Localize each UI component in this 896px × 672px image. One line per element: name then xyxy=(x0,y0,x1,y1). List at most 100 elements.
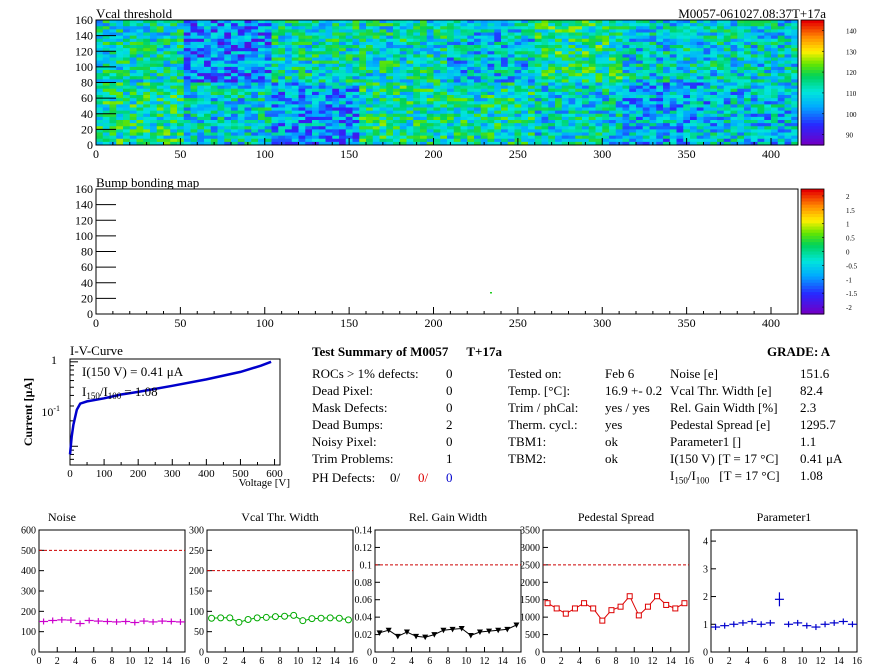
palette-tick-label: 140 xyxy=(846,27,857,35)
map-xtick-label: 50 xyxy=(174,316,186,330)
summary-row-value: 1295.7 xyxy=(800,417,836,432)
roc-point xyxy=(672,605,679,612)
summary-title: Test Summary of M0057 T+17a xyxy=(312,344,502,359)
roc-point xyxy=(422,634,429,641)
roc-xtick-label: 6 xyxy=(259,656,264,667)
defect-row-value: 0 xyxy=(446,434,453,449)
palette-tick-label: -0.5 xyxy=(846,262,858,270)
roc-point xyxy=(476,629,483,635)
roc-ytick-label: 250 xyxy=(189,546,204,557)
roc-point xyxy=(681,600,688,607)
map-ytick-label: 20 xyxy=(81,122,93,136)
map-xtick-label: 350 xyxy=(678,147,696,161)
map-xtick-label: 300 xyxy=(593,147,611,161)
map-ytick-label: 0 xyxy=(87,307,93,321)
iv-xtick-label: 600 xyxy=(266,468,283,480)
roc-series-line xyxy=(211,614,349,623)
roc-point xyxy=(317,614,325,622)
map-ytick-label: 120 xyxy=(75,213,93,227)
roc-point xyxy=(208,614,216,622)
iv-xtick-label: 300 xyxy=(164,468,181,480)
map-xtick-label: 400 xyxy=(762,316,780,330)
ph-defect-value: 0 xyxy=(446,470,453,485)
map-xtick-label: 150 xyxy=(340,147,358,161)
iv-xlabel: Voltage [V] xyxy=(239,477,290,489)
roc-xtick-label: 16 xyxy=(180,656,190,667)
roc-xtick-label: 8 xyxy=(278,656,283,667)
roc-point xyxy=(458,625,465,632)
roc-xtick-label: 14 xyxy=(666,656,676,667)
palette-tick-label: 120 xyxy=(846,69,857,77)
defect-row-label: Dead Bumps: xyxy=(312,417,384,432)
roc-xtick-label: 16 xyxy=(684,656,694,667)
map-xtick-label: 200 xyxy=(425,147,443,161)
map-ytick-label: 80 xyxy=(81,76,93,90)
map-xtick-label: 0 xyxy=(93,147,99,161)
palette-tick-label: 130 xyxy=(846,48,857,56)
map-xtick-label: 0 xyxy=(93,316,99,330)
roc-xtick-label: 10 xyxy=(293,656,303,667)
defect-row-value: 0 xyxy=(446,366,453,381)
roc-xtick-label: 12 xyxy=(312,656,322,667)
summary-row-value: 1.1 xyxy=(800,434,817,449)
roc-xtick-label: 8 xyxy=(614,656,619,667)
roc-xtick-label: 2 xyxy=(727,656,732,667)
iv-ytick-1: 1 xyxy=(51,353,57,367)
roc-plot-title: Noise xyxy=(48,510,76,524)
roc-point xyxy=(617,603,624,610)
roc-xtick-label: 0 xyxy=(373,656,378,667)
map-xtick-label: 150 xyxy=(340,316,358,330)
palette-tick-label: 1.5 xyxy=(846,207,855,215)
roc-ytick-label: 300 xyxy=(21,587,36,598)
roc-ytick-label: 0.14 xyxy=(355,526,373,537)
map-ytick-label: 140 xyxy=(75,198,93,212)
map-ytick-label: 20 xyxy=(81,291,93,305)
summary-row-label: I(150 V) [T = 17 °C] xyxy=(670,451,779,466)
defect-row-label: Mask Defects: xyxy=(312,400,388,415)
roc-point xyxy=(290,611,298,619)
roc-xtick-label: 10 xyxy=(125,656,135,667)
roc-ytick-label: 2500 xyxy=(520,560,540,571)
roc-xtick-label: 0 xyxy=(37,656,42,667)
roc-ytick-label: 3 xyxy=(703,564,708,575)
condition-row-label: Therm. cycl.: xyxy=(508,417,578,432)
roc-xtick-label: 10 xyxy=(461,656,471,667)
vcal-map-cells xyxy=(96,20,799,146)
iv-axes: 0 100 200 300 400 500 600 xyxy=(67,361,283,480)
map-ytick-label: 120 xyxy=(75,44,93,58)
roc-point xyxy=(394,633,401,640)
roc-point xyxy=(431,632,438,638)
roc-plot-3: Pedestal Spread 0 500 1000 1500 2000 2500 3000 3… xyxy=(520,510,694,667)
roc-point xyxy=(626,593,633,600)
roc-series-line xyxy=(547,595,685,622)
bump-color-palette: 2 1.5 1 0.5 0 -0.5 -1 -1.5 -2 xyxy=(800,188,858,315)
condition-row-value: ok xyxy=(605,451,618,466)
roc-point xyxy=(495,627,502,634)
defect-row-label: Dead Pixel: xyxy=(312,383,374,398)
roc-point xyxy=(281,612,289,620)
roc-xtick-label: 8 xyxy=(782,656,787,667)
map-xtick-label: 250 xyxy=(509,147,527,161)
roc-xtick-label: 10 xyxy=(629,656,639,667)
roc-plot-title: Rel. Gain Width xyxy=(409,510,487,524)
roc-xtick-label: 2 xyxy=(391,656,396,667)
vcal-map-title: Vcal threshold xyxy=(96,6,173,21)
palette-tick-label: -2 xyxy=(846,304,852,312)
roc-plot-title: Vcal Thr. Width xyxy=(241,510,318,524)
map-xtick-label: 250 xyxy=(509,316,527,330)
roc-xtick-label: 6 xyxy=(91,656,96,667)
roc-point xyxy=(608,607,615,614)
iv-series-line xyxy=(68,360,272,455)
defect-row-label: ROCs > 1% defects: xyxy=(312,366,419,381)
roc-point xyxy=(385,627,392,634)
roc-plot-1: Vcal Thr. Width 0 50 100 150 200 250 300 0 2 4 6 8 10… xyxy=(189,510,358,667)
roc-xtick-label: 4 xyxy=(577,656,582,667)
roc-ytick-label: 300 xyxy=(189,526,204,537)
roc-ytick-label: 0.04 xyxy=(355,613,373,624)
roc-xtick-label: 14 xyxy=(834,656,844,667)
roc-point xyxy=(544,600,551,607)
roc-point xyxy=(571,605,578,612)
roc-xtick-label: 16 xyxy=(852,656,862,667)
